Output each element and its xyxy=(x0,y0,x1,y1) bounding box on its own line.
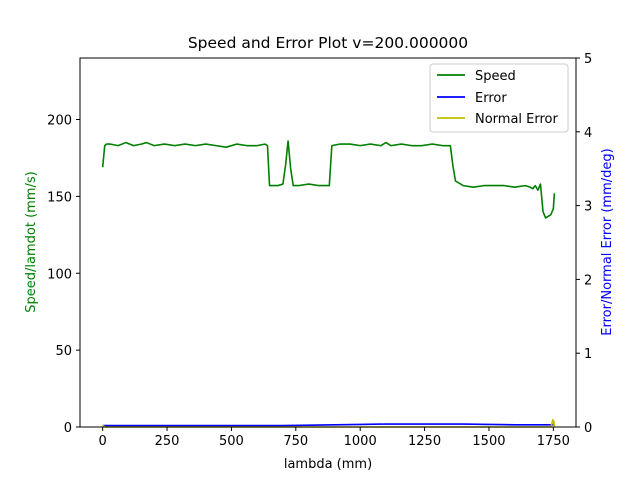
x-tick-label: 1500 xyxy=(472,434,505,449)
right-tick-label: 2 xyxy=(584,273,592,288)
plot-frame xyxy=(79,57,577,428)
x-tick-label: 750 xyxy=(283,434,308,449)
x-tick-label: 1750 xyxy=(537,434,570,449)
left-axis-label: Speed/lamdot (mm/s) xyxy=(24,171,39,312)
speed-line xyxy=(101,140,556,219)
plot-lines xyxy=(101,140,556,428)
right-axis-label: Error/Normal Error (mm/deg) xyxy=(600,148,615,335)
left-tick-label: 100 xyxy=(47,267,72,282)
legend-box xyxy=(429,63,569,133)
x-tick-label: 1000 xyxy=(344,434,377,449)
left-axis-ticks: 0 50 100 150 200 xyxy=(47,114,80,436)
right-tick-label: 5 xyxy=(584,52,592,67)
right-tick-label: 3 xyxy=(584,200,592,215)
left-tick-label: 150 xyxy=(47,190,72,205)
x-tick-label: 500 xyxy=(219,434,244,449)
chart-title: Speed and Error Plot v=200.000000 xyxy=(188,34,468,52)
left-tick-label: 0 xyxy=(64,421,72,436)
legend-label-error: Error xyxy=(475,91,507,106)
error-line xyxy=(102,423,554,427)
left-tick-label: 200 xyxy=(47,114,72,129)
legend-label-speed: Speed xyxy=(475,69,516,84)
x-axis-ticks: 0 250 500 750 1000 1250 1500 1750 xyxy=(99,427,570,449)
x-axis-label: lambda (mm) xyxy=(284,457,372,472)
right-tick-label: 1 xyxy=(584,347,592,362)
x-tick-label: 250 xyxy=(155,434,180,449)
right-tick-label: 0 xyxy=(584,421,592,436)
legend: Speed Error Normal Error xyxy=(429,63,569,133)
x-tick-label: 0 xyxy=(99,434,107,449)
left-tick-label: 50 xyxy=(55,344,72,359)
legend-label-normal-error: Normal Error xyxy=(475,112,559,127)
x-tick-label: 1250 xyxy=(408,434,441,449)
right-axis-ticks: 0 1 2 3 4 5 xyxy=(576,52,592,436)
right-tick-label: 4 xyxy=(584,126,592,141)
